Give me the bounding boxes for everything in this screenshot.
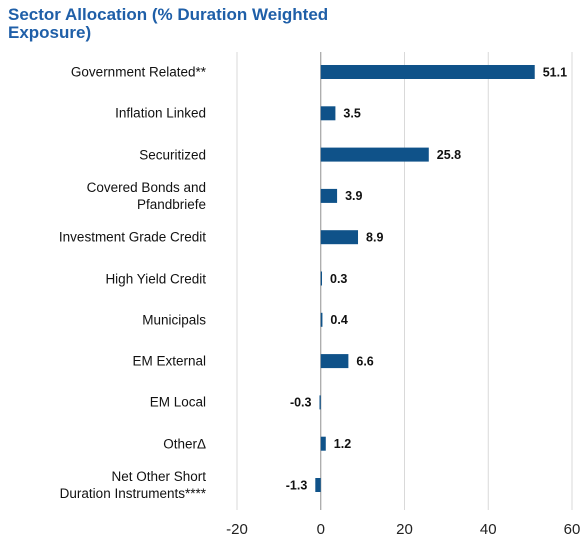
value-label: 0.4 <box>330 313 347 327</box>
bar <box>320 147 429 162</box>
x-tick-label: 0 <box>317 521 325 538</box>
value-label: 0.3 <box>330 272 347 286</box>
x-tick-label: 60 <box>564 521 581 538</box>
y-tick-label: High Yield Credit <box>105 271 206 286</box>
x-tick-label: 20 <box>396 521 413 538</box>
bar <box>320 354 349 369</box>
y-tick-label: Inflation Linked <box>115 105 206 121</box>
bar <box>320 106 336 121</box>
x-tick-label: -20 <box>226 521 248 538</box>
y-tick-label: EM Local <box>149 394 206 410</box>
y-tick-label: Investment Grade Credit <box>58 229 206 245</box>
value-label: 8.9 <box>366 230 383 244</box>
value-label: 3.5 <box>343 107 360 121</box>
y-tick-label: OtherΔ <box>163 436 206 452</box>
bar <box>320 271 323 286</box>
value-label: 25.8 <box>437 148 461 162</box>
x-tick-label: 40 <box>480 521 497 538</box>
bar <box>320 65 535 79</box>
y-tick-label: Covered Bonds and Pfandbriefe <box>86 179 206 212</box>
bar <box>320 312 323 327</box>
bar <box>319 395 321 410</box>
y-tick-label: Municipals <box>142 312 206 328</box>
y-tick-label: Government Related** <box>70 64 206 80</box>
bar <box>320 230 359 245</box>
y-tick-label: Securitized <box>139 147 206 163</box>
bar <box>315 478 321 492</box>
value-label: 6.6 <box>356 354 373 368</box>
chart-title: Sector Allocation (% Duration Weighted E… <box>8 5 329 42</box>
value-label: -0.3 <box>290 396 312 410</box>
value-label: 1.2 <box>334 437 351 451</box>
value-label: -1.3 <box>286 478 308 492</box>
value-label: 3.9 <box>345 189 362 203</box>
y-tick-label: EM External <box>132 353 206 369</box>
bar <box>320 436 326 451</box>
y-tick-label: Net Other Short Duration Instruments**** <box>59 469 206 501</box>
bar <box>320 188 338 203</box>
value-label: 51.1 <box>543 65 567 79</box>
